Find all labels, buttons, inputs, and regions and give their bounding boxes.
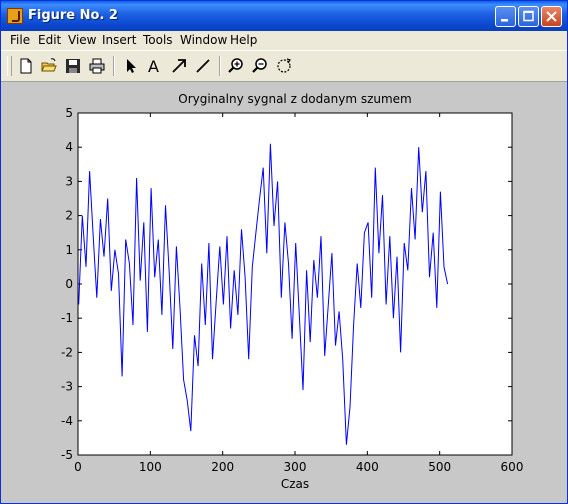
y-tick-label: 4 — [65, 140, 73, 154]
new-file-icon[interactable] — [17, 57, 35, 75]
menu-insert[interactable]: Insert — [102, 33, 137, 47]
maximize-icon — [523, 10, 534, 22]
minimize-icon — [501, 19, 508, 22]
window-title: Figure No. 2 — [28, 8, 118, 23]
close-icon — [546, 11, 557, 22]
chart-title: Oryginalny sygnal z dodanym szumem — [178, 92, 412, 106]
axes-box — [77, 112, 513, 456]
maximize-button[interactable] — [518, 6, 539, 27]
minimize-button[interactable] — [495, 6, 516, 27]
toolbar-grip[interactable] — [7, 56, 12, 76]
print-icon[interactable] — [88, 57, 106, 75]
zoom-in-icon[interactable] — [227, 57, 245, 75]
menu-tools[interactable]: Tools — [143, 33, 173, 47]
text-tool-icon[interactable]: A — [146, 57, 164, 75]
x-tick-label: 100 — [139, 460, 162, 474]
y-tick-label: -5 — [61, 448, 73, 462]
x-tick-label: 200 — [211, 460, 234, 474]
select-arrow-icon[interactable] — [122, 57, 140, 75]
y-tick-label: -4 — [61, 414, 73, 428]
y-tick-label: 0 — [65, 277, 73, 291]
y-tick-label: -3 — [61, 380, 73, 394]
plot-area[interactable]: 5 4 3 2 1 0 -1 -2 -3 -4 -5 0 100 200 300 400 500 600 Ory… — [1, 82, 567, 503]
y-tick-labels: 5 4 3 2 1 0 -1 -2 -3 -4 -5 — [61, 106, 73, 462]
arrow-tool-icon[interactable] — [170, 57, 188, 75]
toolbar-separator — [113, 56, 115, 76]
menu-help[interactable]: Help — [230, 33, 258, 47]
toolbar: A — [1, 50, 567, 82]
menu-bar: File Edit View Insert Tools Window Help — [1, 31, 567, 50]
y-tick-label: -2 — [61, 345, 73, 359]
svg-text:A: A — [148, 57, 159, 75]
menu-view[interactable]: View — [68, 33, 97, 47]
y-tick-label: 1 — [65, 243, 73, 257]
toolbar-separator — [219, 56, 221, 76]
x-tick-label: 600 — [501, 460, 524, 474]
y-tick-label: 5 — [65, 106, 73, 120]
x-axis-label: Czas — [281, 477, 309, 491]
axes-ticks — [77, 112, 513, 456]
menu-window[interactable]: Window — [180, 33, 228, 47]
title-bar[interactable]: Figure No. 2 — [1, 1, 567, 31]
x-tick-label: 500 — [428, 460, 451, 474]
y-tick-label: 2 — [65, 209, 73, 223]
menu-file[interactable]: File — [10, 33, 31, 47]
close-button[interactable] — [541, 6, 562, 27]
save-icon[interactable] — [64, 57, 82, 75]
line-tool-icon[interactable] — [194, 57, 212, 75]
x-tick-label: 300 — [284, 460, 307, 474]
y-tick-label: -1 — [61, 311, 73, 325]
y-tick-label: 3 — [65, 174, 73, 188]
matlab-app-icon[interactable] — [7, 8, 23, 24]
x-tick-labels: 0 100 200 300 400 500 600 — [74, 460, 523, 474]
zoom-out-icon[interactable] — [251, 57, 269, 75]
open-folder-icon[interactable] — [40, 57, 58, 75]
x-tick-label: 0 — [74, 460, 82, 474]
rotate-icon[interactable] — [275, 57, 293, 75]
signal-series-line — [78, 143, 449, 445]
menu-edit[interactable]: Edit — [38, 33, 62, 47]
x-tick-label: 400 — [356, 460, 379, 474]
